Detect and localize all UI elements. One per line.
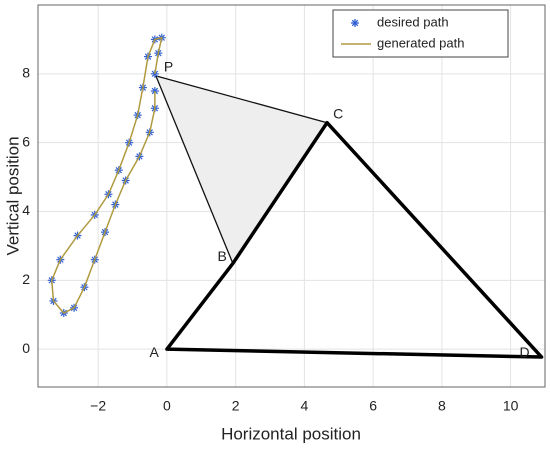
vertex-label: P: [164, 59, 173, 75]
generated-line: [50, 36, 163, 314]
x-axis-label: Horizontal position: [221, 424, 361, 443]
legend-marker: [351, 19, 359, 27]
vertex-label: D: [519, 344, 529, 360]
shaded-triangle: [155, 75, 328, 264]
x-tick-label: 2: [232, 398, 240, 414]
vertex-label: C: [333, 105, 343, 121]
vertex-label: B: [218, 248, 227, 264]
legend-label: generated path: [377, 35, 464, 50]
mechanism-frame: [165, 120, 544, 359]
x-tick-label: 6: [369, 398, 377, 414]
thin-link: [155, 75, 328, 124]
x-tick-label: −2: [90, 398, 106, 414]
plot-area: [38, 5, 545, 387]
x-tick-label: 10: [503, 398, 519, 414]
x-tick-label: 0: [163, 398, 171, 414]
y-tick-label: 8: [22, 65, 30, 81]
x-tick-label: 4: [300, 398, 308, 414]
axes-box: [37, 4, 546, 388]
y-tick-label: 2: [22, 271, 30, 287]
x-tick-label: 8: [438, 398, 446, 414]
y-tick-label: 4: [22, 202, 30, 218]
y-axis-label: Vertical position: [3, 136, 22, 255]
y-tick-label: 0: [22, 340, 30, 356]
legend-box: [332, 9, 509, 58]
marker-stroke: [351, 19, 359, 27]
thin-link: [155, 75, 234, 264]
legend-label: desired path: [377, 14, 449, 29]
vertex-label: A: [150, 344, 160, 360]
y-tick-label: 6: [22, 133, 30, 149]
